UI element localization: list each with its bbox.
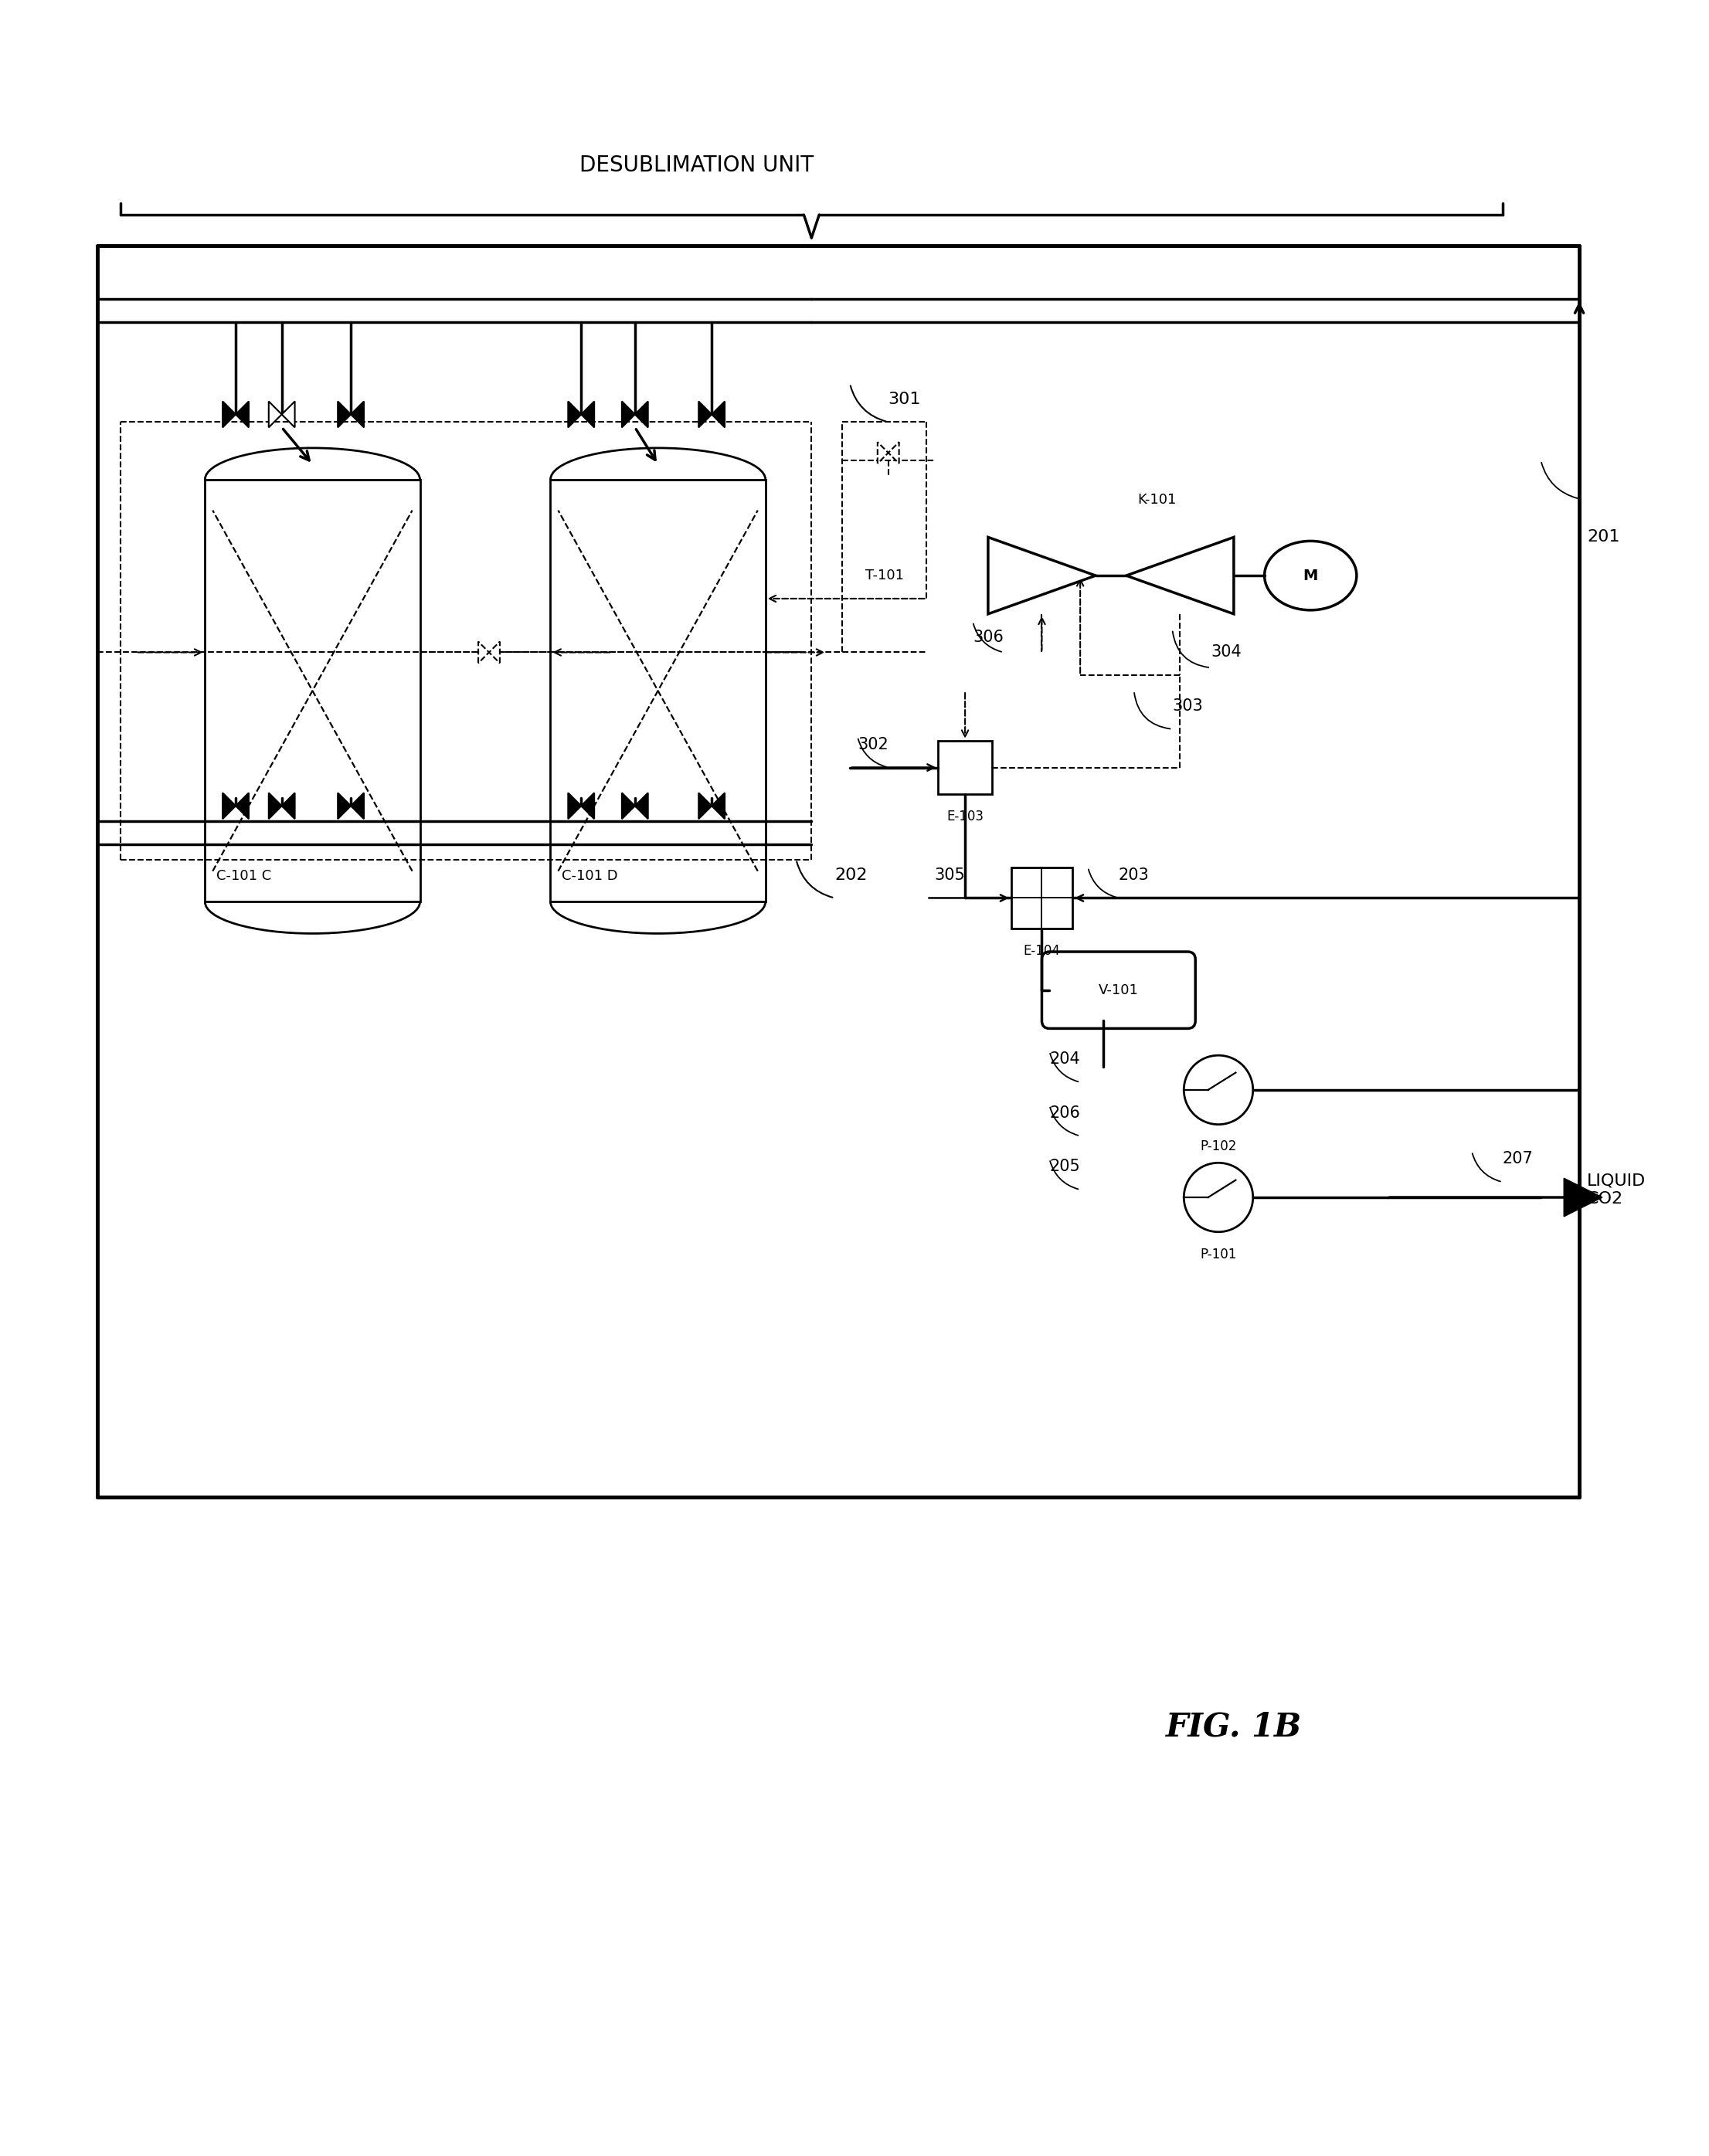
Polygon shape [268, 401, 282, 427]
Text: 303: 303 [1172, 699, 1203, 714]
Text: C-101 C: C-101 C [217, 869, 272, 882]
Polygon shape [282, 793, 296, 819]
Text: DESUBLIMATION UNIT: DESUBLIMATION UNIT [579, 155, 813, 177]
Polygon shape [988, 537, 1095, 614]
Polygon shape [567, 401, 581, 427]
Text: LIQUID
CO2: LIQUID CO2 [1588, 1173, 1646, 1207]
Polygon shape [636, 793, 648, 819]
Bar [938, 742, 991, 793]
Bar [1012, 867, 1073, 929]
Text: P-101: P-101 [1200, 1248, 1237, 1261]
Text: 202: 202 [834, 867, 868, 882]
Text: 203: 203 [1119, 867, 1150, 882]
Polygon shape [222, 793, 236, 819]
Text: E-104: E-104 [1024, 944, 1060, 957]
Polygon shape [338, 401, 350, 427]
Text: T-101: T-101 [865, 569, 904, 582]
Polygon shape [622, 793, 636, 819]
Polygon shape [236, 793, 250, 819]
Polygon shape [350, 401, 364, 427]
Text: M: M [1302, 569, 1318, 582]
Polygon shape [1126, 537, 1234, 614]
Text: 301: 301 [889, 390, 921, 407]
Text: 302: 302 [858, 737, 889, 752]
Polygon shape [479, 642, 489, 664]
Polygon shape [338, 793, 350, 819]
Polygon shape [581, 401, 595, 427]
Polygon shape [877, 442, 889, 464]
Text: 204: 204 [1049, 1052, 1080, 1067]
Text: 206: 206 [1049, 1106, 1080, 1121]
Polygon shape [282, 401, 296, 427]
Polygon shape [711, 401, 725, 427]
Text: 201: 201 [1588, 530, 1620, 545]
Text: V-101: V-101 [1099, 983, 1138, 996]
Polygon shape [699, 793, 711, 819]
Text: 205: 205 [1049, 1160, 1080, 1175]
Text: K-101: K-101 [1138, 492, 1176, 507]
Text: FIG. 1B: FIG. 1B [1166, 1712, 1302, 1744]
Text: 305: 305 [935, 867, 966, 882]
Polygon shape [889, 442, 899, 464]
Polygon shape [711, 793, 725, 819]
Polygon shape [236, 401, 250, 427]
Polygon shape [622, 401, 636, 427]
Bar [205, 479, 420, 901]
Text: 306: 306 [972, 630, 1003, 645]
Polygon shape [268, 793, 282, 819]
Text: 207: 207 [1502, 1151, 1533, 1166]
Polygon shape [1564, 1177, 1603, 1216]
Polygon shape [222, 401, 236, 427]
Text: 304: 304 [1210, 645, 1241, 660]
Text: P-102: P-102 [1200, 1141, 1237, 1153]
Bar [550, 479, 766, 901]
Polygon shape [567, 793, 581, 819]
Polygon shape [350, 793, 364, 819]
Polygon shape [636, 401, 648, 427]
Text: E-103: E-103 [947, 811, 984, 824]
Polygon shape [489, 642, 499, 664]
Polygon shape [581, 793, 595, 819]
Polygon shape [699, 401, 711, 427]
Text: C-101 D: C-101 D [562, 869, 619, 882]
